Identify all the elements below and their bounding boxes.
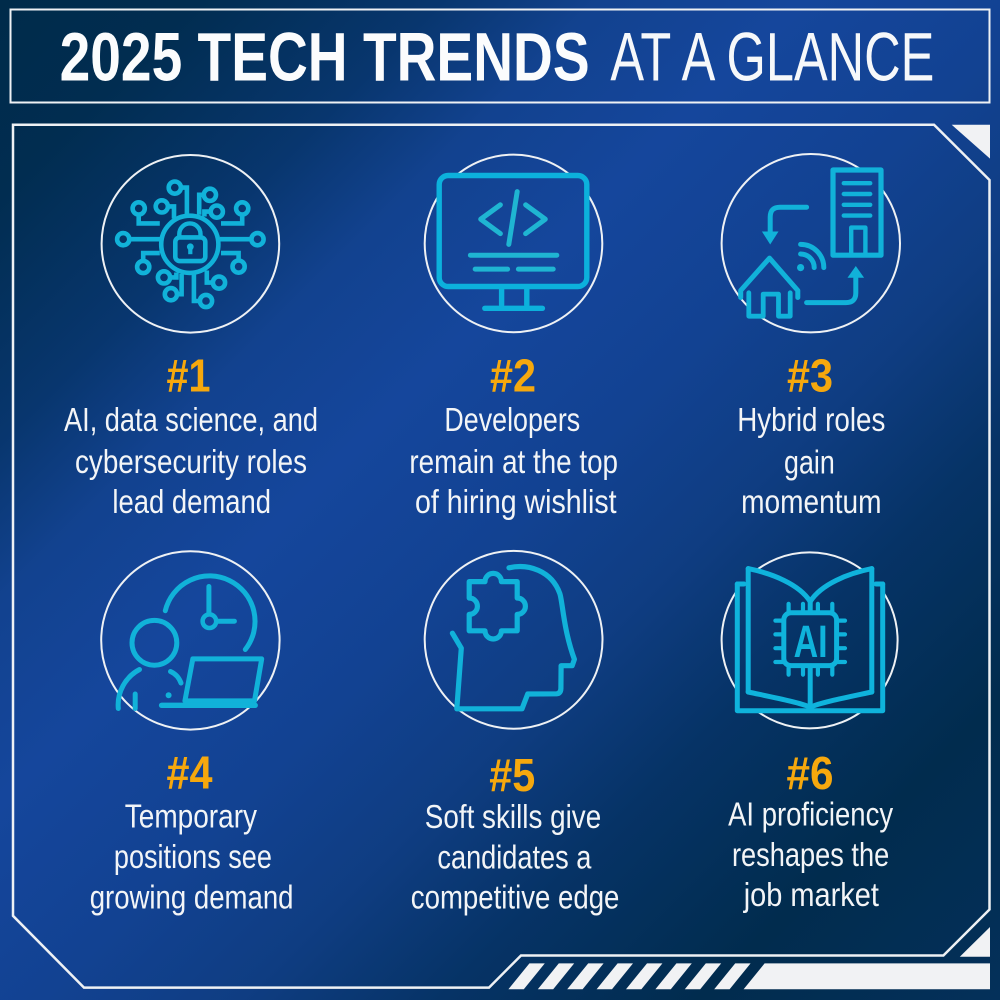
svg-text:AI, data science, and: AI, data science, and xyxy=(64,402,318,439)
svg-text:#2: #2 xyxy=(490,350,536,402)
svg-text:Temporary: Temporary xyxy=(125,799,258,836)
svg-text:positions see: positions see xyxy=(114,839,272,876)
svg-text:#6: #6 xyxy=(787,747,834,799)
svg-text:job market: job market xyxy=(743,877,880,914)
svg-text:growing demand: growing demand xyxy=(90,880,294,917)
svg-text:Hybrid roles: Hybrid roles xyxy=(737,402,885,439)
svg-text:#5: #5 xyxy=(489,749,535,801)
svg-text:momentum: momentum xyxy=(741,484,881,521)
svg-text:of hiring wishlist: of hiring wishlist xyxy=(415,484,617,521)
svg-text:candidates a: candidates a xyxy=(437,840,591,877)
svg-text:AT A GLANCE: AT A GLANCE xyxy=(610,19,934,96)
svg-text:AI: AI xyxy=(794,616,828,667)
svg-text:#1: #1 xyxy=(167,350,211,402)
svg-text:Soft skills give: Soft skills give xyxy=(425,799,601,836)
svg-text:Developers: Developers xyxy=(444,402,580,439)
svg-text:competitive edge: competitive edge xyxy=(411,880,620,917)
svg-text:#4: #4 xyxy=(167,747,213,799)
svg-text:gain: gain xyxy=(784,445,835,482)
svg-text:lead demand: lead demand xyxy=(112,484,271,521)
svg-text:2025 TECH TRENDS: 2025 TECH TRENDS xyxy=(60,19,590,96)
svg-text:remain at the top: remain at the top xyxy=(409,444,618,481)
svg-text:cybersecurity roles: cybersecurity roles xyxy=(75,444,307,481)
svg-text:#3: #3 xyxy=(787,350,833,402)
svg-text:reshapes the: reshapes the xyxy=(732,837,889,874)
svg-text:AI proficiency: AI proficiency xyxy=(728,797,893,834)
